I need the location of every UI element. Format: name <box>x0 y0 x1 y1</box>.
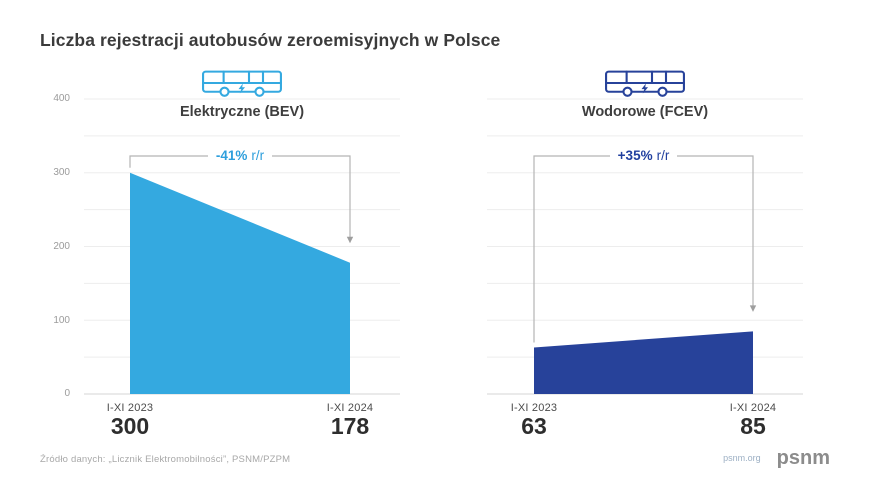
value-label-fcev-2024: 85 <box>740 413 766 439</box>
y-axis-tick-400: 400 <box>53 93 70 104</box>
change-text-fcev: +35% r/r <box>609 147 678 165</box>
change-annotation-bev: -41% r/r <box>130 147 350 165</box>
change-value-fcev: +35% <box>617 148 653 163</box>
footer-branding: psnm.org psnm <box>723 446 830 470</box>
category-label-bev-2024: I-XI 2024 <box>326 402 374 414</box>
psnm-logo: psnm <box>776 447 830 469</box>
change-suffix-bev: r/r <box>251 148 265 163</box>
value-label-bev-2023: 300 <box>110 413 150 439</box>
hydrogen-bus-icon <box>603 66 687 100</box>
category-label-fcev-2023: I-XI 2023 <box>510 402 558 414</box>
y-axis-tick-300: 300 <box>53 167 70 178</box>
change-suffix-fcev: r/r <box>656 148 670 163</box>
y-axis-tick-200: 200 <box>53 241 70 252</box>
website-url: psnm.org <box>723 453 761 463</box>
value-label-bev-2024: 178 <box>330 413 370 439</box>
category-label-fcev-2024: I-XI 2024 <box>729 402 777 414</box>
y-axis-tick-100: 100 <box>53 315 70 326</box>
change-text-bev: -41% r/r <box>207 147 273 165</box>
change-value-bev: -41% <box>215 148 248 163</box>
electric-bus-icon <box>200 66 284 100</box>
category-label-bev-2023: I-XI 2023 <box>106 402 154 414</box>
change-annotation-fcev: +35% r/r <box>534 147 753 165</box>
chart-title-fcev: Wodorowe (FCEV) <box>581 104 709 120</box>
chart-title-bev: Elektryczne (BEV) <box>179 104 305 120</box>
value-label-fcev-2023: 63 <box>521 413 547 439</box>
data-source-note: Źródło danych: „Licznik Elektromobilnośc… <box>40 454 291 465</box>
y-axis-tick-0: 0 <box>64 388 70 399</box>
page-title: Liczba rejestracji autobusów zeroemisyjn… <box>40 30 501 50</box>
